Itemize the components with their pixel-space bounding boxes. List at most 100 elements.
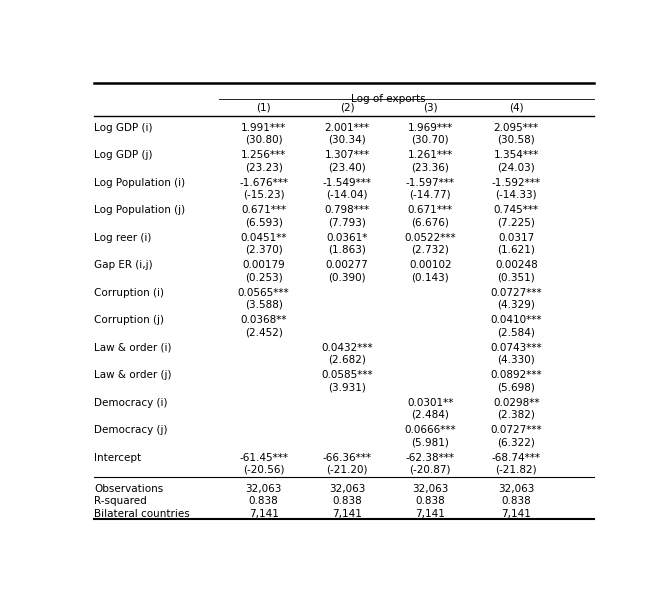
Text: -66.36***: -66.36*** [323,453,372,463]
Text: (30.70): (30.70) [411,134,449,145]
Text: 32,063: 32,063 [412,484,448,494]
Text: -1.676***: -1.676*** [239,178,288,188]
Text: 0.0368**: 0.0368** [241,315,287,325]
Text: Log GDP (j): Log GDP (j) [94,151,153,160]
Text: 0.838: 0.838 [249,496,279,506]
Text: Democracy (i): Democracy (i) [94,397,168,408]
Text: 0.00102: 0.00102 [409,260,452,270]
Text: -68.74***: -68.74*** [492,453,541,463]
Text: Log Population (j): Log Population (j) [94,205,185,215]
Text: Corruption (j): Corruption (j) [94,315,165,325]
Text: 0.0585***: 0.0585*** [321,370,373,380]
Text: (0.351): (0.351) [497,272,535,282]
Text: 0.0301**: 0.0301** [407,397,454,408]
Text: (-21.20): (-21.20) [326,465,368,475]
Text: Log Population (i): Log Population (i) [94,178,185,188]
Text: (2.584): (2.584) [497,327,535,337]
Text: 2.095***: 2.095*** [494,123,539,133]
Text: Law & order (i): Law & order (i) [94,343,172,353]
Text: (2.732): (2.732) [411,245,450,255]
Text: (1): (1) [256,102,271,112]
Text: (23.40): (23.40) [328,162,366,172]
Text: -62.38***: -62.38*** [406,453,455,463]
Text: (30.58): (30.58) [497,134,535,145]
Text: Observations: Observations [94,484,164,494]
Text: 0.838: 0.838 [415,496,446,506]
Text: Log reer (i): Log reer (i) [94,233,152,243]
Text: 1.256***: 1.256*** [241,151,286,160]
Text: 0.745***: 0.745*** [494,205,539,215]
Text: 1.354***: 1.354*** [494,151,539,160]
Text: (7.793): (7.793) [328,217,366,227]
Text: 0.838: 0.838 [501,496,531,506]
Text: 7,141: 7,141 [501,509,531,519]
Text: (30.80): (30.80) [245,134,282,145]
Text: 0.0743***: 0.0743*** [491,343,542,353]
Text: (2.382): (2.382) [497,409,535,419]
Text: 1.307***: 1.307*** [325,151,370,160]
Text: (7.225): (7.225) [497,217,535,227]
Text: (6.676): (6.676) [411,217,450,227]
Text: 0.0727***: 0.0727*** [491,425,542,435]
Text: Gap ER (i,j): Gap ER (i,j) [94,260,153,270]
Text: (24.03): (24.03) [497,162,535,172]
Text: -61.45***: -61.45*** [239,453,288,463]
Text: (-15.23): (-15.23) [243,190,284,200]
Text: 7,141: 7,141 [249,509,279,519]
Text: 0.0298**: 0.0298** [493,397,540,408]
Text: (3): (3) [423,102,437,112]
Text: 0.838: 0.838 [332,496,362,506]
Text: 32,063: 32,063 [498,484,534,494]
Text: Bilateral countries: Bilateral countries [94,509,190,519]
Text: (3.588): (3.588) [245,300,283,309]
Text: 0.00277: 0.00277 [326,260,368,270]
Text: R-squared: R-squared [94,496,147,506]
Text: (2.484): (2.484) [411,409,450,419]
Text: -1.597***: -1.597*** [406,178,455,188]
Text: Log of exports: Log of exports [351,94,426,104]
Text: (1.863): (1.863) [328,245,366,255]
Text: (3.931): (3.931) [328,382,366,392]
Text: 32,063: 32,063 [245,484,282,494]
Text: (-14.33): (-14.33) [495,190,537,200]
Text: (-14.04): (-14.04) [326,190,368,200]
Text: 2.001***: 2.001*** [325,123,370,133]
Text: Law & order (j): Law & order (j) [94,370,172,380]
Text: (2.682): (2.682) [328,355,366,365]
Text: 0.0666***: 0.0666*** [405,425,456,435]
Text: (30.34): (30.34) [328,134,366,145]
Text: Corruption (i): Corruption (i) [94,288,165,298]
Text: (2.452): (2.452) [245,327,283,337]
Text: -1.592***: -1.592*** [492,178,541,188]
Text: 0.0451**: 0.0451** [241,233,287,243]
Text: 7,141: 7,141 [332,509,362,519]
Text: 32,063: 32,063 [329,484,365,494]
Text: (4.329): (4.329) [497,300,535,309]
Text: 0.00179: 0.00179 [243,260,285,270]
Text: (0.253): (0.253) [245,272,282,282]
Text: 0.671***: 0.671*** [241,205,286,215]
Text: 0.0317: 0.0317 [498,233,534,243]
Text: 0.0565***: 0.0565*** [238,288,290,298]
Text: 0.0410***: 0.0410*** [491,315,542,325]
Text: (5.981): (5.981) [411,437,450,447]
Text: 7,141: 7,141 [415,509,446,519]
Text: (4): (4) [509,102,523,112]
Text: (-14.77): (-14.77) [409,190,451,200]
Text: 0.00248: 0.00248 [495,260,538,270]
Text: 1.991***: 1.991*** [241,123,286,133]
Text: 0.0432***: 0.0432*** [321,343,373,353]
Text: Democracy (j): Democracy (j) [94,425,168,435]
Text: (6.593): (6.593) [245,217,283,227]
Text: (23.23): (23.23) [245,162,283,172]
Text: 0.0361*: 0.0361* [327,233,368,243]
Text: 0.671***: 0.671*** [408,205,453,215]
Text: (2.370): (2.370) [245,245,282,255]
Text: 0.0727***: 0.0727*** [491,288,542,298]
Text: (4.330): (4.330) [497,355,535,365]
Text: 0.0892***: 0.0892*** [491,370,542,380]
Text: (6.322): (6.322) [497,437,535,447]
Text: Intercept: Intercept [94,453,142,463]
Text: (23.36): (23.36) [411,162,450,172]
Text: 1.261***: 1.261*** [408,151,453,160]
